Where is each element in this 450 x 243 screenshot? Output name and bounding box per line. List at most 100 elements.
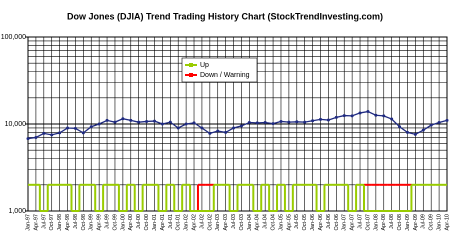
x-tick-label: Oct-00 <box>144 214 150 231</box>
djia-point <box>168 120 172 124</box>
djia-point <box>81 131 85 135</box>
x-tick-label: Jul-05 <box>294 214 300 229</box>
x-tick-label: Oct-09 <box>429 214 435 231</box>
x-tick-label: Jul-04 <box>263 214 269 229</box>
legend-box <box>181 57 258 83</box>
x-tick-label: Jan-02 <box>184 214 190 231</box>
djia-point <box>232 126 236 130</box>
x-tick-label: Jul-07 <box>357 214 363 229</box>
x-tick-label: Jul-08 <box>389 214 395 229</box>
legend-label: Down / Warning <box>200 72 250 79</box>
djia-point <box>445 118 449 122</box>
djia-point <box>421 128 425 132</box>
djia-point <box>287 120 291 124</box>
djia-point <box>145 119 149 123</box>
x-tick-label: Jan-07 <box>342 214 348 231</box>
x-tick-label: Apr-99 <box>97 214 103 231</box>
djia-point <box>176 126 180 130</box>
djia-point <box>152 119 156 123</box>
x-tick-label: Jan-05 <box>278 214 284 231</box>
x-tick-label: Jul-03 <box>231 214 237 229</box>
djia-point <box>429 123 433 127</box>
djia-point <box>366 110 370 114</box>
x-tick-label: Apr-97 <box>33 214 39 231</box>
x-tick-label: Apr-05 <box>286 214 292 231</box>
djia-point <box>247 121 251 125</box>
djia-point <box>137 120 141 124</box>
x-tick-label: Apr-07 <box>350 214 356 231</box>
x-tick-label: Oct-06 <box>334 214 340 231</box>
djia-point <box>279 119 283 123</box>
djia-point <box>129 118 133 122</box>
djia-point <box>42 131 46 135</box>
x-tick-label: Oct-99 <box>112 214 118 231</box>
djia-point <box>319 117 323 121</box>
djia-point <box>58 131 62 135</box>
x-tick-label: Jul-09 <box>421 214 427 229</box>
legend: Up Down / Warning <box>181 57 258 83</box>
djia-point <box>334 115 338 119</box>
x-tick-label: Apr-02 <box>191 214 197 231</box>
x-tick-label: Apr-09 <box>413 214 419 231</box>
y-tick-label: 10,000 <box>5 121 27 128</box>
y-tick-label: 1,000 <box>8 208 26 215</box>
x-tick-label: Oct-04 <box>271 214 277 231</box>
djia-point <box>382 114 386 118</box>
x-tick-label: Apr-10 <box>444 214 450 231</box>
chart-title: Dow Jones (DJIA) Trend Trading History C… <box>67 11 383 21</box>
x-tick-label: Apr-04 <box>255 214 261 231</box>
x-tick-label: Jul-06 <box>326 214 332 229</box>
x-tick-label: Apr-01 <box>160 214 166 231</box>
y-tick-label: 100,000 <box>1 34 26 41</box>
x-tick-label: Oct-07 <box>365 214 371 231</box>
djia-point <box>89 125 93 129</box>
djia-point <box>224 130 228 134</box>
djia-point <box>97 122 101 126</box>
x-tick-label: Jan-04 <box>247 214 253 231</box>
x-tick-label: Jan-99 <box>89 214 95 231</box>
x-tick-label: Oct-03 <box>239 214 245 231</box>
x-tick-label: Jan-06 <box>310 214 316 231</box>
djia-point <box>113 120 117 124</box>
x-tick-label: Apr-98 <box>65 214 71 231</box>
x-tick-label: Oct-98 <box>81 214 87 231</box>
djia-point <box>437 121 441 125</box>
x-tick-label: Jul-02 <box>199 214 205 229</box>
djia-point <box>192 121 196 125</box>
djia-point <box>208 131 212 135</box>
djia-point <box>311 119 315 123</box>
djia-point <box>358 111 362 115</box>
x-tick-label: Oct-08 <box>397 214 403 231</box>
djia-point <box>413 132 417 136</box>
djia-point <box>398 125 402 129</box>
x-tick-label: Oct-02 <box>207 214 213 231</box>
djia-point <box>105 118 109 122</box>
djia-point <box>50 133 54 137</box>
x-tick-label: Apr-03 <box>223 214 229 231</box>
x-tick-label: Jan-98 <box>57 214 63 231</box>
djia-point <box>255 121 259 125</box>
x-tick-label: Jul-98 <box>73 214 79 229</box>
djia-point <box>303 120 307 124</box>
djia-point <box>405 130 409 134</box>
x-tick-label: Oct-01 <box>176 214 182 231</box>
legend-marker <box>189 73 193 77</box>
djia-point <box>34 135 38 139</box>
x-tick-label: Jan-08 <box>373 214 379 231</box>
djia-point <box>342 114 346 118</box>
x-tick-label: Apr-06 <box>318 214 324 231</box>
x-tick-label: Jan-10 <box>437 214 443 231</box>
djia-point <box>121 117 125 121</box>
djia-point <box>271 122 275 126</box>
x-tick-label: Jan-03 <box>215 214 221 231</box>
x-tick-label: Jul-01 <box>168 214 174 229</box>
x-tick-label: Jan-09 <box>405 214 411 231</box>
djia-point <box>73 126 77 130</box>
x-tick-label: Apr-00 <box>128 214 134 231</box>
x-tick-label: Jul-99 <box>105 214 111 229</box>
djia-point <box>160 122 164 126</box>
djia-point <box>216 129 220 133</box>
x-tick-label: Apr-08 <box>381 214 387 231</box>
